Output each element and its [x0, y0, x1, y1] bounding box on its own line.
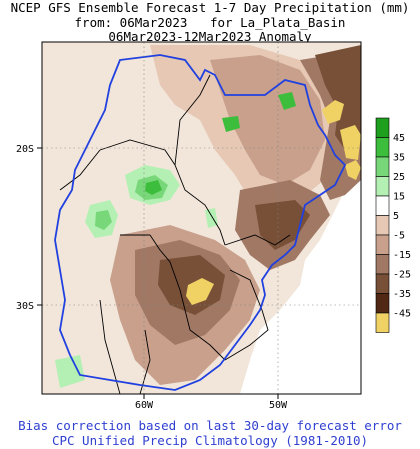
anomaly-light-green-small	[205, 208, 218, 228]
lat-label-20s: 20S	[16, 144, 34, 155]
plot-frame	[41, 41, 362, 395]
anomaly-green-west	[95, 210, 112, 230]
map-graticule	[42, 42, 361, 394]
lat-label-30s: 30S	[16, 301, 34, 312]
la-plata-basin-outline	[54, 54, 347, 391]
anomaly-dark-brown-east	[315, 45, 361, 150]
legend-label: -15	[393, 250, 411, 261]
legend-label: -35	[393, 289, 411, 300]
footer-line-1: Bias correction based on last 30-day for…	[18, 418, 402, 433]
legend-label: -5	[393, 231, 405, 242]
legend-swatch	[375, 137, 390, 158]
legend-swatch	[375, 176, 390, 197]
legend-swatch	[375, 156, 390, 177]
map-plot-area	[42, 42, 361, 394]
title-line-1: NCEP GFS Ensemble Forecast 1-7 Day Preci…	[10, 0, 410, 15]
lon-label-60w: 60W	[135, 400, 154, 411]
legend-swatch	[375, 293, 390, 314]
legend-swatch	[375, 195, 390, 216]
legend-label: -25	[393, 270, 411, 281]
country-borders	[59, 74, 291, 394]
axis-ticks	[37, 147, 279, 399]
anomaly-yellow-east	[340, 125, 361, 160]
anomaly-green-northeast	[278, 92, 296, 110]
anomaly-light-green-southwest	[55, 355, 85, 388]
legend-swatch	[375, 215, 390, 236]
legend-label: -45	[393, 309, 411, 320]
anomaly-green-north	[222, 116, 240, 132]
footer-line-2: CPC Unified Precip Climatology (1981-201…	[51, 433, 369, 448]
title-line-3: 06Mar2023-12Mar2023 Anomaly	[108, 29, 312, 44]
legend-label: 5	[393, 211, 399, 222]
legend-swatch	[375, 312, 390, 333]
legend-swatch	[375, 254, 390, 275]
legend-swatch	[375, 117, 390, 138]
lon-label-50w: 50W	[269, 400, 288, 411]
legend-label: 15	[393, 192, 405, 203]
anomaly-medium-brown-north	[210, 55, 325, 185]
legend-label: 45	[393, 133, 405, 144]
legend-label: 35	[393, 153, 405, 164]
legend-swatch	[375, 234, 390, 255]
anomaly-yellow-northeast	[322, 100, 344, 124]
anomaly-yellow-center	[186, 278, 214, 305]
anomaly-yellow-east-2	[345, 160, 361, 180]
legend-label: 25	[393, 172, 405, 183]
color-legend: 45 35 25 15 5 -5 -15 -25 -35 -45	[375, 117, 411, 333]
legend-swatch	[375, 273, 390, 294]
title-line-2: from: 06Mar2023 for La_Plata_Basin	[74, 15, 346, 30]
anomaly-dark-green-central	[145, 180, 162, 195]
